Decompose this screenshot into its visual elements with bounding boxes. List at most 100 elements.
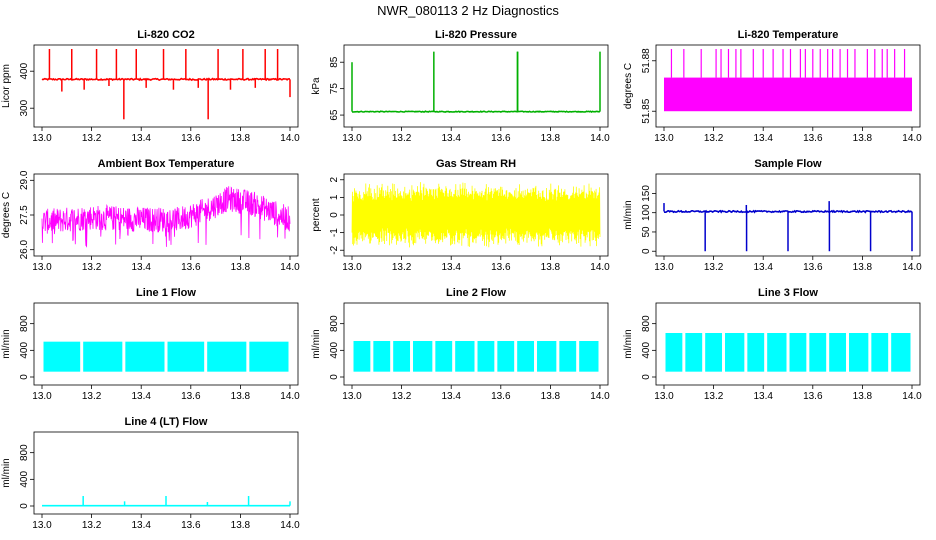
- y-axis-label: percent: [311, 198, 322, 232]
- chart-panel-9: Line 3 Flow ml/min 13.0 13.2 13.4 13.6 13.8 14.…: [623, 287, 922, 402]
- y-axis-label: Licor ppm: [1, 64, 12, 108]
- plot-frame: [33, 431, 299, 515]
- x-tick-label: 13.4: [753, 391, 773, 402]
- x-tick-label: 13.2: [392, 262, 412, 273]
- chart-title: Line 3 Flow: [758, 287, 818, 299]
- x-tick-label: 13.2: [704, 133, 724, 144]
- x-tick-label: 13.8: [853, 262, 873, 273]
- y-tick-label: 29.0: [19, 170, 30, 190]
- x-tick-label: 13.2: [82, 133, 102, 144]
- x-axis: 13.0 13.2 13.4 13.6 13.8 14.0: [32, 256, 300, 273]
- series-line: [352, 110, 601, 113]
- y-axis: 0 400 800: [329, 315, 344, 380]
- x-tick-label: 13.0: [32, 520, 52, 531]
- data-segment: [477, 341, 495, 372]
- x-tick-label: 13.4: [441, 133, 461, 144]
- x-tick-label: 13.6: [181, 391, 201, 402]
- series-Line1: [43, 341, 291, 372]
- data-segment: [579, 341, 599, 372]
- x-tick-label: 13.0: [342, 391, 362, 402]
- x-tick-label: 13.2: [82, 262, 102, 273]
- x-axis: 13.0 13.2 13.4 13.6 13.8 14.0: [654, 127, 922, 144]
- x-tick-label: 14.0: [590, 133, 610, 144]
- data-segment: [747, 333, 765, 372]
- y-tick-label: 800: [19, 315, 30, 332]
- data-segment: [871, 333, 889, 372]
- y-tick-label: 400: [19, 471, 30, 488]
- x-tick-label: 14.0: [280, 133, 300, 144]
- y-tick-label: 0: [329, 374, 340, 380]
- chart-title: Li-820 Temperature: [738, 29, 839, 41]
- chart-title: Li-820 Pressure: [435, 29, 517, 41]
- series-Line3: [665, 333, 913, 372]
- x-tick-label: 14.0: [590, 262, 610, 273]
- x-axis: 13.0 13.2 13.4 13.6 13.8 14.0: [342, 127, 610, 144]
- plot-frame: [655, 302, 921, 386]
- figure-title: NWR_080113 2 Hz Diagnostics: [377, 3, 559, 18]
- data-segment: [125, 341, 165, 372]
- series-Line4: [42, 496, 291, 507]
- chart-title: Li-820 CO2: [137, 29, 194, 41]
- x-tick-label: 13.0: [32, 133, 52, 144]
- data-segment: [435, 341, 453, 372]
- chart-panel-5: Gas Stream RH percent 13.0 13.2 13.4 13.6 13.8…: [311, 158, 610, 273]
- x-tick-label: 13.8: [853, 391, 873, 402]
- y-tick-label: 51.88: [641, 48, 652, 73]
- chart-panel-7: Line 1 Flow ml/min 13.0 13.2 13.4 13.6 13.8 14.…: [1, 287, 300, 402]
- y-axis-label: ml/min: [623, 200, 634, 229]
- y-axis-label: kPa: [311, 77, 322, 95]
- x-tick-label: 13.6: [803, 133, 823, 144]
- data-segment: [413, 341, 433, 372]
- plot-frame: [343, 302, 609, 386]
- y-tick-label: 0: [19, 503, 30, 509]
- y-axis-label: degrees C: [1, 192, 12, 238]
- y-axis-label: ml/min: [623, 329, 634, 358]
- chart-title: Line 2 Flow: [446, 287, 506, 299]
- y-axis: 0 400 800: [641, 315, 656, 380]
- chart-panel-8: Line 2 Flow ml/min 13.0 13.2 13.4 13.6 13.8 14.…: [311, 287, 610, 402]
- data-segment: [789, 333, 807, 372]
- x-tick-label: 13.6: [803, 262, 823, 273]
- data-segment: [373, 341, 391, 372]
- x-tick-label: 14.0: [902, 391, 922, 402]
- x-tick-label: 13.0: [654, 133, 674, 144]
- x-axis: 13.0 13.2 13.4 13.6 13.8 14.0: [342, 256, 610, 273]
- plot-frame: [343, 44, 609, 128]
- series-CO2: [41, 49, 291, 120]
- x-tick-label: 14.0: [902, 262, 922, 273]
- y-axis-label: ml/min: [1, 329, 12, 358]
- y-axis: 26.0 27.5 29.0: [19, 170, 34, 259]
- chart-panel-6: Sample Flow ml/min 13.0 13.2 13.4 13.6 13.8 14.…: [623, 158, 922, 273]
- x-tick-label: 13.8: [231, 520, 251, 531]
- x-tick-label: 14.0: [280, 262, 300, 273]
- series-Pressure: [351, 51, 601, 113]
- data-segment: [809, 333, 827, 372]
- x-tick-label: 13.8: [231, 262, 251, 273]
- chart-title: Sample Flow: [754, 158, 822, 170]
- x-axis: 13.0 13.2 13.4 13.6 13.8 14.0: [654, 256, 922, 273]
- x-tick-label: 13.8: [853, 133, 873, 144]
- series-line: [351, 182, 601, 248]
- chart-title: Ambient Box Temperature: [98, 158, 235, 170]
- y-tick-label: 2: [329, 177, 340, 183]
- x-tick-label: 13.8: [231, 391, 251, 402]
- series-BoxTemp: [41, 186, 291, 248]
- data-segment: [829, 333, 847, 372]
- chart-panel-4: Ambient Box Temperature degrees C 13.0 13.2…: [1, 158, 300, 273]
- y-tick-label: 26.0: [19, 240, 30, 260]
- y-tick-label: 800: [329, 315, 340, 332]
- y-axis-label: ml/min: [311, 329, 322, 358]
- y-axis: 0 400 800: [19, 315, 34, 380]
- series-RH: [351, 182, 601, 248]
- y-tick-label: 400: [329, 342, 340, 359]
- y-axis: 0 50 100 150: [641, 185, 656, 254]
- plot-frame: [655, 173, 921, 257]
- x-axis: 13.0 13.2 13.4 13.6 13.8 14.0: [32, 514, 300, 531]
- x-tick-label: 13.2: [82, 520, 102, 531]
- x-tick-label: 13.4: [131, 520, 151, 531]
- x-tick-label: 13.0: [342, 133, 362, 144]
- y-tick-label: 400: [641, 342, 652, 359]
- y-tick-label: 85: [329, 56, 340, 68]
